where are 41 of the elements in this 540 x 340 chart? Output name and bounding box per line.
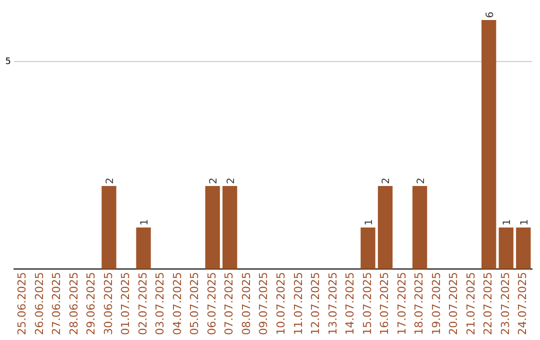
data-label: 1 (519, 219, 530, 226)
data-label: 2 (381, 178, 392, 184)
data-label: 1 (364, 219, 375, 226)
x-tick-label: 27.06.2025 (50, 272, 64, 336)
data-label: 2 (416, 178, 427, 184)
x-tick-label: 04.07.2025 (170, 272, 184, 336)
x-tick-label: 19.07.2025 (430, 272, 443, 336)
x-tick-label: 20.07.2025 (447, 272, 460, 336)
x-tick-label: 02.07.2025 (136, 272, 150, 336)
x-tick-label: 05.07.2025 (188, 272, 202, 336)
x-tick-label: 13.07.2025 (326, 272, 340, 336)
data-label: 6 (484, 12, 496, 18)
x-tick-label: 11.07.2025 (292, 272, 305, 336)
x-tick-label: 15.07.2025 (360, 272, 374, 336)
x-tick-label: 01.07.2025 (119, 272, 132, 336)
x-tick-label: 16.07.2025 (378, 272, 392, 336)
x-tick-label: 22.07.2025 (482, 272, 495, 336)
x-tick-label: 08.07.2025 (240, 272, 253, 336)
x-tick-label: 26.06.2025 (32, 272, 46, 336)
x-tick-label: 12.07.2025 (309, 272, 322, 336)
x-tick-label: 29.06.2025 (84, 272, 98, 336)
data-label: 1 (140, 219, 150, 226)
x-tick-label: 18.07.2025 (412, 272, 426, 336)
x-tick-label: 06.07.2025 (205, 272, 218, 336)
x-tick-label: 30.06.2025 (102, 272, 115, 336)
x-tick-label: 21.07.2025 (464, 272, 478, 336)
x-tick-label: 17.07.2025 (395, 272, 408, 336)
x-tick-label: 14.07.2025 (344, 272, 357, 336)
data-label: 2 (226, 178, 237, 184)
data-label: 2 (104, 178, 116, 184)
x-tick-label: 10.07.2025 (274, 272, 288, 336)
data-label: 1 (502, 219, 514, 226)
ref-line-label: 5 (5, 56, 11, 67)
x-tick-label: 24.07.2025 (516, 272, 530, 336)
x-tick-label: 07.07.2025 (222, 272, 236, 336)
data-label: 2 (208, 178, 220, 184)
x-tick-label: 03.07.2025 (154, 272, 167, 336)
x-tick-label: 09.07.2025 (257, 272, 270, 336)
x-tick-label: 28.06.2025 (67, 272, 80, 336)
x-tick-label: 23.07.2025 (498, 272, 512, 336)
x-tick-label: 25.06.2025 (15, 272, 28, 336)
